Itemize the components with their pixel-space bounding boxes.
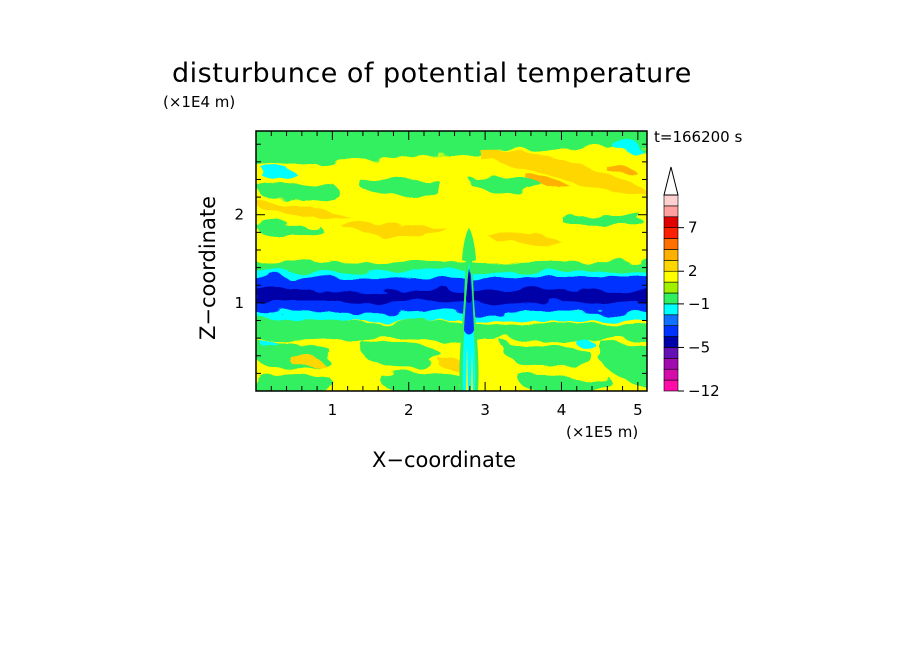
patch-green-upper-3 (469, 176, 542, 193)
x-tick-label: 2 (404, 401, 414, 419)
colorbar-tick-label: 2 (688, 262, 698, 280)
colorbar-segment (663, 205, 679, 218)
streak-orange-5 (340, 223, 450, 236)
lower-cyan-2 (576, 339, 596, 347)
y-tick-label: 1 (234, 294, 244, 312)
colorbar-extend-arrow (663, 166, 679, 196)
lower-cyan-1 (262, 341, 280, 349)
colorbar-segment (663, 281, 679, 294)
colorbar-segment (663, 325, 679, 337)
plume-darkblue (466, 268, 472, 303)
streak-orange-6 (486, 232, 560, 244)
streak-orange-4 (256, 200, 350, 218)
colorbar-segment (663, 249, 679, 261)
streak-orange-3 (606, 165, 638, 175)
x-tick-label: 1 (328, 401, 338, 419)
patch-green-upper-2 (359, 177, 442, 197)
colorbar-segment (663, 314, 679, 326)
contour-field (256, 131, 647, 391)
lower-green-6 (379, 372, 472, 391)
colorbar-tick-label: −5 (688, 338, 710, 356)
plot-frame (255, 130, 648, 392)
band-cyan-below-blue (256, 310, 647, 322)
streak-orange-1 (480, 149, 647, 195)
colorbar-segment (663, 379, 679, 392)
chart-title: disturbunce of potential temperature (172, 58, 692, 89)
colorbar-segment (663, 303, 679, 316)
lower-orange-1 (290, 354, 324, 367)
y-axis-unit: (×1E4 m) (163, 93, 236, 111)
x-tick-label: 4 (557, 401, 567, 419)
x-axis-unit: (×1E5 m) (566, 423, 639, 441)
patch-cyan-upper (262, 166, 298, 180)
lower-green-4 (600, 340, 647, 388)
streak-orange-2 (528, 175, 570, 187)
colorbar-tick-label: −1 (688, 295, 710, 313)
colorbar-segment (663, 270, 679, 283)
colorbar-segment (663, 347, 679, 359)
y-axis: 12 (234, 143, 647, 374)
band-darkblue-core (256, 288, 647, 304)
patch-green-mid-right (559, 213, 641, 227)
x-axis-label: X−coordinate (372, 448, 516, 472)
colorbar-tick-label: −12 (688, 382, 720, 400)
lower-green-7 (519, 374, 611, 391)
plume (459, 228, 479, 391)
colorbar-segment (663, 368, 679, 381)
patch-green-mid-left (256, 223, 321, 237)
plume-yellow-streak-2 (471, 350, 473, 391)
y-tick-label: 2 (234, 206, 244, 224)
plume-upper-green (462, 228, 476, 262)
colorbar-segment (663, 292, 679, 305)
colorbar-segment (663, 194, 679, 207)
colorbar-segment (663, 227, 679, 239)
colorbar-tick-label: 7 (688, 219, 698, 237)
colorbar-segment (663, 358, 679, 370)
x-tick-label: 3 (480, 401, 490, 419)
patch-green-upper-1 (256, 182, 339, 202)
x-tick-label: 5 (633, 401, 643, 419)
band-green-below-blue (256, 317, 647, 342)
colorbar: 7 2 −1 −5 −12 (663, 166, 720, 400)
colorbar-segment (663, 336, 679, 348)
x-axis: 1 2 3 4 5 (270, 131, 643, 419)
lower-green-3 (499, 340, 592, 369)
plume-yellow-streak-1 (466, 345, 468, 391)
lower-green-5 (256, 374, 332, 391)
colorbar-segment (663, 216, 679, 228)
lower-green-2 (359, 340, 441, 367)
patch-cyan-upper-right (612, 139, 640, 151)
colorbar-segment (663, 238, 679, 250)
time-label: t=166200 s (654, 128, 743, 146)
colorbar-segment (663, 260, 679, 272)
band-top-green (256, 131, 647, 167)
